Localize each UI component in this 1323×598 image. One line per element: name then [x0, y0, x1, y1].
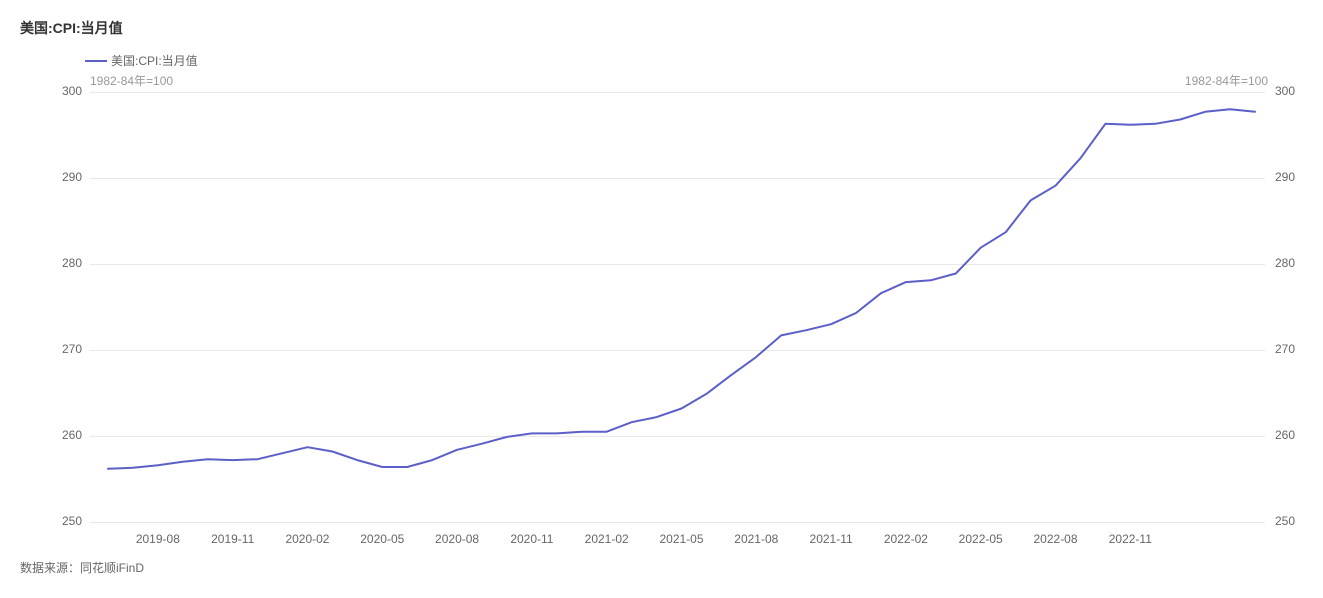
x-tick-label: 2020-11: [510, 532, 553, 546]
y-tick-label-left: 250: [52, 514, 82, 528]
grid-line: [90, 522, 1265, 523]
legend-label: 美国:CPI:当月值: [111, 52, 198, 69]
y-tick-label-right: 250: [1275, 514, 1305, 528]
y-tick-label-right: 260: [1275, 428, 1305, 442]
legend: 美国:CPI:当月值: [85, 52, 198, 69]
y-tick-label-left: 290: [52, 170, 82, 184]
chart-plot-area: 2502502602602702702802802902903003002019…: [90, 92, 1265, 522]
x-tick-label: 2022-02: [884, 532, 928, 546]
y-axis-unit-right: 1982-84年=100: [1185, 72, 1268, 89]
line-series-svg: [90, 92, 1265, 522]
x-tick-label: 2021-08: [734, 532, 778, 546]
x-tick-label: 2020-08: [435, 532, 479, 546]
chart-title: 美国:CPI:当月值: [20, 18, 123, 38]
x-tick-label: 2022-11: [1109, 532, 1152, 546]
y-tick-label-right: 300: [1275, 84, 1305, 98]
legend-swatch: [85, 60, 107, 62]
x-tick-label: 2021-02: [585, 532, 629, 546]
x-tick-label: 2022-08: [1033, 532, 1077, 546]
x-tick-label: 2020-02: [285, 532, 329, 546]
y-tick-label-left: 280: [52, 256, 82, 270]
y-tick-label-left: 270: [52, 342, 82, 356]
y-tick-label-left: 300: [52, 84, 82, 98]
y-tick-label-right: 270: [1275, 342, 1305, 356]
x-tick-label: 2019-11: [211, 532, 254, 546]
cpi-line: [108, 109, 1255, 469]
y-axis-unit-left: 1982-84年=100: [90, 72, 173, 89]
y-tick-label-right: 290: [1275, 170, 1305, 184]
x-tick-label: 2019-08: [136, 532, 180, 546]
y-tick-label-left: 260: [52, 428, 82, 442]
x-tick-label: 2021-11: [810, 532, 853, 546]
x-tick-label: 2021-05: [659, 532, 703, 546]
x-tick-label: 2022-05: [959, 532, 1003, 546]
y-tick-label-right: 280: [1275, 256, 1305, 270]
x-tick-label: 2020-05: [360, 532, 404, 546]
data-source-label: 数据来源：同花顺iFinD: [20, 559, 144, 576]
